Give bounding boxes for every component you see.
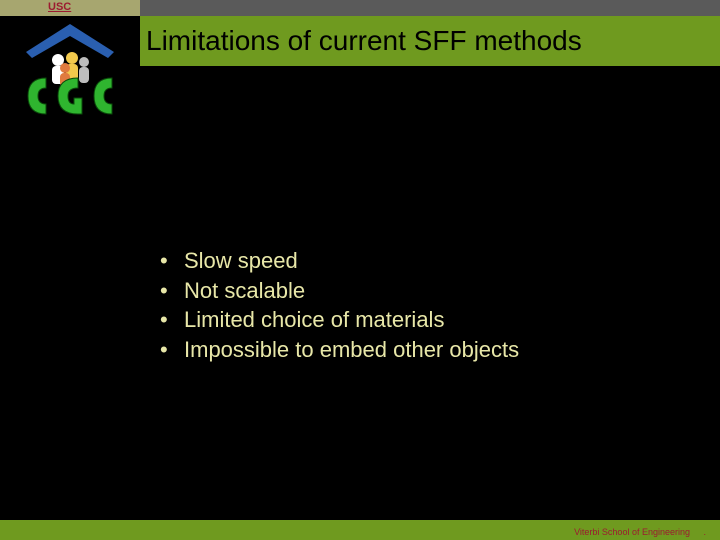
logo-letters [28, 78, 112, 114]
footer-text: Viterbi School of Engineering [574, 527, 690, 537]
bullet-item: Limited choice of materials [160, 305, 660, 335]
bullet-list: Slow speed Not scalable Limited choice o… [160, 246, 660, 365]
bullet-item: Slow speed [160, 246, 660, 276]
top-bar [0, 0, 720, 16]
usc-label: USC [48, 1, 71, 13]
top-bar-right [140, 0, 720, 16]
bullet-item: Not scalable [160, 276, 660, 306]
logo-icon [18, 18, 122, 122]
footer-dot: . [703, 527, 706, 537]
bullet-item: Impossible to embed other objects [160, 335, 660, 365]
title-band-right: Limitations of current SFF methods [140, 16, 720, 66]
slide: USC Limitations of current SFF methods S… [0, 0, 720, 540]
slide-title: Limitations of current SFF methods [146, 25, 582, 57]
body-area: Slow speed Not scalable Limited choice o… [0, 66, 720, 520]
